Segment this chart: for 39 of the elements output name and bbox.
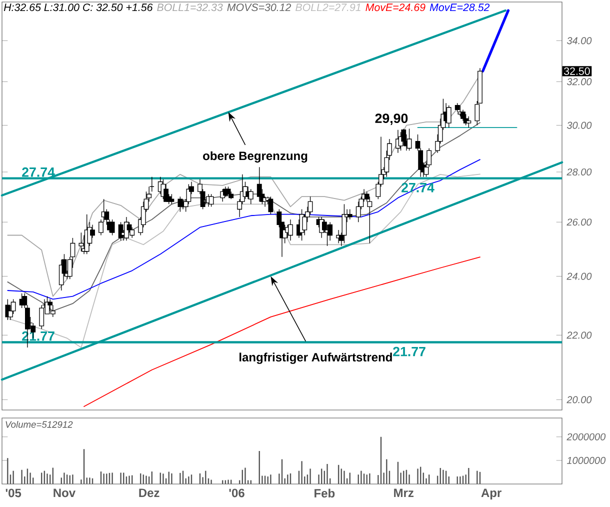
candlestick <box>460 109 466 122</box>
annotation: Volume=512912 <box>6 420 73 428</box>
x-tick-label: '05 <box>6 488 22 498</box>
x-tick-label: Apr <box>481 488 502 500</box>
chart-title: H:32.65 L:31.00 C: 32.50 +1.56 <box>4 4 153 12</box>
y-tick-label: 24.00 <box>566 272 592 280</box>
candlestick <box>208 194 214 208</box>
y-tick-label: 2000000 <box>566 433 606 440</box>
y-tick-label: 28.00 <box>566 168 592 176</box>
text: MovE=28.52 <box>430 4 490 12</box>
y-tick-label: 22.00 <box>566 332 592 339</box>
text: MovE=24.69 <box>366 4 426 12</box>
y-tick-label: 30.00 <box>566 122 592 129</box>
candlestick <box>367 196 372 244</box>
candlestick <box>248 188 254 204</box>
text: BOLL2=27.91 <box>296 4 360 12</box>
ref-line-label: 27.74 <box>22 167 55 177</box>
y-tick-label: 32.00 <box>566 78 592 86</box>
candlestick <box>256 166 262 202</box>
y-tick-label: 1000000 <box>566 456 606 464</box>
candlestick <box>98 219 104 236</box>
candlestick <box>466 116 472 128</box>
annotation: 21.77 <box>393 346 426 356</box>
y-tick-label: 20.00 <box>566 396 592 404</box>
text: MOVS=30.12 <box>227 4 292 12</box>
line-series <box>84 256 480 407</box>
y-tick-label: 26.00 <box>566 218 592 226</box>
text: BOLL1=32.33 <box>157 4 223 12</box>
x-tick-label: '06 <box>229 488 244 498</box>
annotation: 29,90 <box>375 114 408 126</box>
x-tick-label: Feb <box>314 488 335 498</box>
x-tick-label: Nov <box>54 488 76 498</box>
x-tick-label: Mrz <box>394 488 414 497</box>
annotation: langfristiger Aufwärtstrend <box>240 352 392 364</box>
annotation: 32.50 <box>564 67 590 75</box>
annotation: obere Begrenzung <box>203 151 308 163</box>
y-tick-label: 34.00 <box>566 37 592 44</box>
candlestick <box>347 208 352 220</box>
x-tick-label: Dez <box>139 488 160 498</box>
